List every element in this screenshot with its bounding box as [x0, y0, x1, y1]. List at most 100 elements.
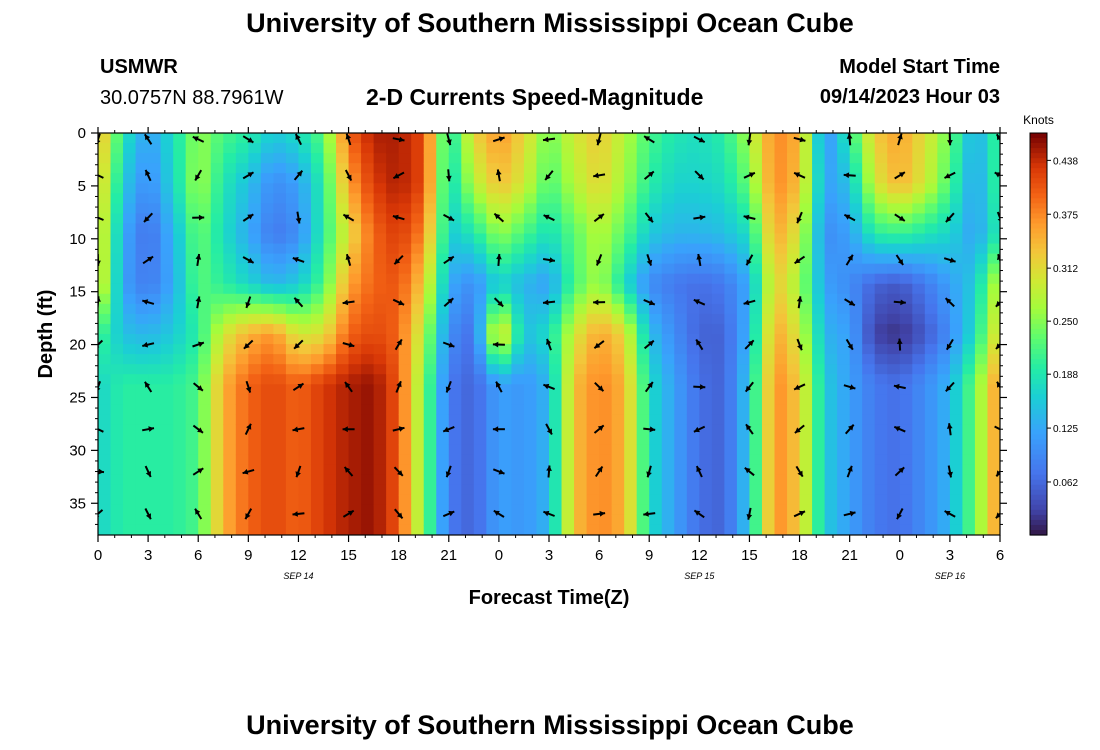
heatmap-cell [849, 173, 863, 184]
heatmap-cell [135, 153, 149, 164]
heatmap-cell [386, 143, 400, 154]
heatmap-cell [774, 243, 788, 255]
heatmap-cell [173, 474, 187, 486]
current-vector [294, 133, 302, 146]
heatmap-cell [987, 223, 1000, 235]
heatmap-cell [699, 434, 713, 446]
heatmap-cell [498, 494, 513, 506]
heatmap-cell [686, 203, 700, 214]
heatmap-cell [561, 424, 575, 436]
heatmap-cell [273, 313, 287, 325]
heatmap-cell [699, 374, 713, 385]
heatmap-cell [185, 484, 199, 496]
heatmap-cell [210, 514, 224, 526]
heatmap-cell [724, 323, 738, 335]
current-vector [344, 381, 353, 393]
heatmap-cell [361, 273, 375, 285]
heatmap-cell [285, 374, 300, 385]
heatmap-cell [298, 454, 312, 466]
heatmap-cell [248, 354, 262, 365]
heatmap-cell [123, 344, 137, 355]
heatmap-cell [599, 273, 613, 285]
current-vector [98, 468, 105, 475]
heatmap-cell [711, 494, 725, 506]
heatmap-cell [348, 364, 362, 375]
heatmap-cell [361, 153, 375, 164]
heatmap-cell [724, 203, 738, 214]
heatmap-cell [899, 454, 913, 466]
heatmap-cell [386, 283, 400, 295]
heatmap-cell [736, 213, 751, 225]
heatmap-cell [198, 313, 212, 325]
heatmap-cell [248, 293, 262, 305]
heatmap-cell [649, 474, 663, 486]
heatmap-cell [987, 484, 1000, 496]
heatmap-cell [310, 133, 325, 144]
heatmap-cell [874, 283, 888, 295]
heatmap-cell [135, 474, 149, 486]
heatmap-cell [862, 283, 876, 295]
heatmap-cell [949, 263, 964, 275]
heatmap-cell [937, 313, 951, 325]
heatmap-cell [849, 344, 863, 355]
heatmap-cell [787, 444, 801, 456]
heatmap-cell [436, 444, 450, 456]
heatmap-cell [235, 213, 249, 225]
heatmap-cell [386, 394, 400, 405]
heatmap-cell [761, 153, 776, 164]
heatmap-cell [887, 444, 901, 456]
heatmap-cell [899, 374, 913, 385]
heatmap-cell [285, 354, 300, 365]
heatmap-cell [323, 384, 337, 395]
heatmap-cell [924, 153, 938, 164]
heatmap-cell [736, 163, 751, 174]
heatmap-cell [849, 474, 863, 486]
current-vector [593, 510, 606, 517]
heatmap-cell [649, 384, 663, 395]
heatmap-cell [887, 203, 901, 214]
heatmap-cell [837, 163, 851, 174]
heatmap-cell [787, 203, 801, 214]
heatmap-cell [523, 183, 538, 194]
heatmap-cell [912, 374, 926, 385]
heatmap-cell [498, 334, 513, 345]
heatmap-cell [511, 323, 525, 335]
heatmap-cell [285, 163, 300, 174]
heatmap-cell [361, 414, 375, 426]
heatmap-cell [987, 293, 1000, 305]
heatmap-cell [974, 253, 989, 265]
heatmap-cell [824, 374, 838, 385]
heatmap-cell [486, 454, 500, 466]
heatmap-cell [924, 374, 938, 385]
heatmap-cell [423, 303, 437, 315]
heatmap-cell [373, 163, 387, 174]
heatmap-cell [924, 143, 938, 154]
heatmap-cell [110, 354, 124, 365]
heatmap-cell [235, 334, 249, 345]
current-vector [546, 338, 552, 351]
heatmap-cell [749, 213, 763, 225]
heatmap-cell [260, 524, 274, 535]
heatmap-cell [624, 504, 638, 516]
heatmap-cell [549, 424, 563, 436]
heatmap-cell [235, 434, 249, 446]
heatmap-cell [248, 283, 262, 295]
heatmap-cell [511, 203, 525, 214]
heatmap-cell [962, 323, 976, 335]
heatmap-cell [949, 283, 964, 295]
colorbar-segment [1030, 223, 1047, 230]
heatmap-cell [260, 394, 274, 405]
heatmap-cell [523, 153, 538, 164]
colorbar-segment [1030, 459, 1047, 466]
heatmap-cell [210, 273, 224, 285]
heatmap-cell [173, 424, 187, 436]
heatmap-cell [949, 334, 964, 345]
heatmap-cell [373, 414, 387, 426]
heatmap-cell [862, 183, 876, 194]
heatmap-cell [160, 203, 174, 214]
current-vector [793, 383, 806, 391]
heatmap-cell [574, 163, 588, 174]
heatmap-cell [749, 183, 763, 194]
heatmap-cell [198, 424, 212, 436]
heatmap-cell [486, 354, 500, 365]
